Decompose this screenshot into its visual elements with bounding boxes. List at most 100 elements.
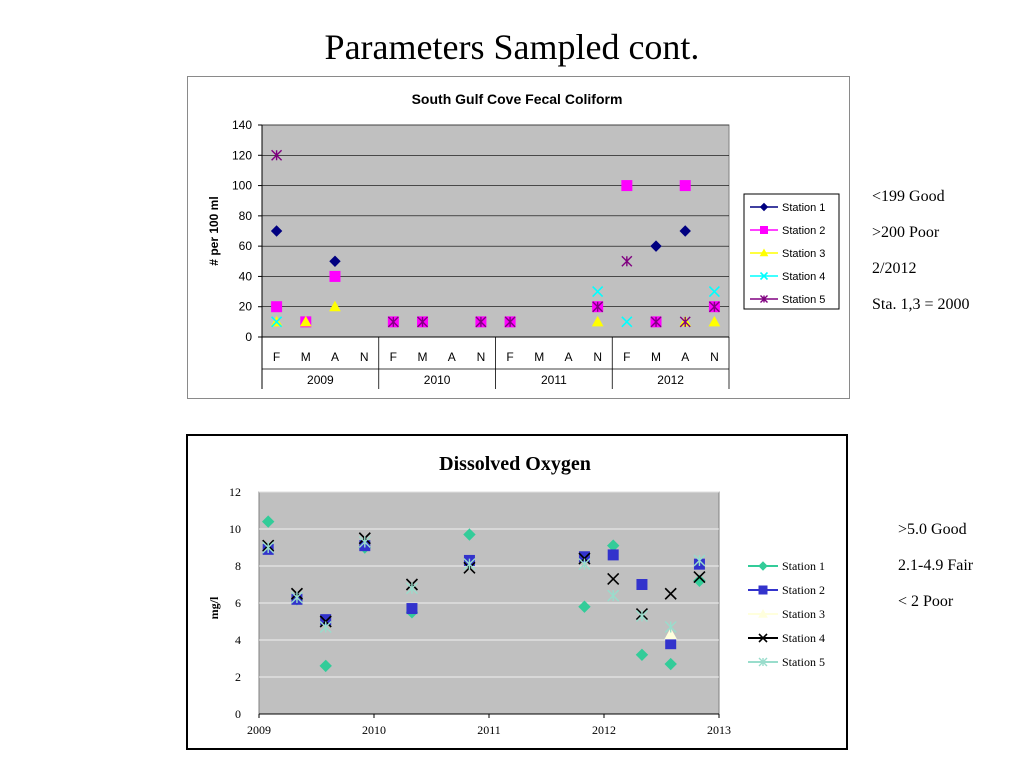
data-point (635, 609, 648, 622)
data-point (405, 582, 418, 595)
x-tick-label: N (360, 350, 369, 364)
year-label: 2011 (541, 373, 567, 387)
x-tick-label: M (418, 350, 428, 364)
legend-marker (758, 608, 768, 618)
x-tick-label: A (564, 350, 572, 364)
legend-label: Station 3 (782, 607, 825, 621)
fecal-coliform-notes: <199 Good >200 Poor 2/2012 Sta. 1,3 = 20… (872, 188, 982, 332)
y-axis-label: # per 100 ml (207, 196, 221, 265)
y-tick-label: 8 (235, 559, 241, 573)
legend-label: Station 2 (782, 225, 825, 237)
y-tick-label: 0 (245, 330, 252, 344)
data-point (406, 603, 418, 615)
legend-label: Station 2 (782, 583, 825, 597)
x-tick-label: F (623, 350, 630, 364)
x-tick-label: A (681, 350, 689, 364)
plot-area (261, 124, 730, 338)
data-point (621, 316, 633, 328)
year-label: 2010 (424, 373, 451, 387)
data-point (261, 515, 275, 528)
y-tick-label: 4 (235, 633, 241, 647)
x-tick-label: F (390, 350, 397, 364)
fecal-coliform-chart: South Gulf Cove Fecal Coliform 0 20 40 60 80 1… (187, 76, 850, 399)
x-tick-label: 2012 (592, 723, 616, 737)
data-point (679, 180, 691, 192)
y-axis-label: mg/l (207, 596, 221, 619)
x-tick-label: F (506, 350, 513, 364)
x-tick-label: 2011 (477, 723, 501, 737)
data-point (299, 315, 312, 327)
data-point (463, 558, 476, 571)
legend-marker (760, 226, 768, 234)
dissolved-oxygen-chart: Dissolved Oxygen 0 2 4 6 8 10 12 2009 2010 2011 201… (186, 434, 848, 750)
data-point (387, 316, 399, 328)
legend-label: Station 5 (782, 294, 825, 306)
legend-marker (760, 295, 768, 303)
data-point (463, 528, 476, 541)
data-point (607, 549, 619, 561)
x-tick-label: 2010 (362, 723, 386, 737)
x-tick-label: N (710, 350, 719, 364)
y-tick-label: 100 (232, 179, 252, 193)
slide-title: Parameters Sampled cont. (324, 27, 700, 67)
data-point (650, 240, 662, 252)
do-note-fair: 2.1-4.9 Fair (898, 557, 974, 574)
legend-label: Station 1 (782, 202, 825, 214)
legend-marker (758, 585, 768, 595)
data-point (650, 316, 662, 328)
data-point (693, 571, 706, 584)
x-tick-label: M (301, 350, 311, 364)
data-point (679, 225, 691, 237)
data-point (329, 270, 341, 282)
data-point (708, 315, 721, 327)
data-point (708, 301, 720, 313)
y-tick-label: 80 (239, 209, 253, 223)
legend-marker (759, 248, 769, 257)
data-point (636, 579, 648, 590)
data-point (319, 659, 332, 673)
data-point (665, 638, 677, 650)
data-point (329, 255, 341, 267)
fecal-note-poor: >200 Poor (872, 224, 940, 241)
data-point (607, 589, 620, 602)
data-point (319, 615, 332, 628)
dissolved-oxygen-notes: >5.0 Good 2.1-4.9 Fair < 2 Poor (898, 521, 1018, 629)
data-point (578, 600, 591, 613)
y-tick-label: 6 (235, 596, 241, 610)
data-point (679, 316, 691, 328)
legend-marker (758, 657, 768, 667)
data-point (417, 316, 429, 328)
x-tick-label: 2009 (247, 723, 271, 737)
y-tick-label: 120 (232, 148, 252, 162)
legend-label: Station 1 (782, 559, 825, 573)
chart-title: South Gulf Cove Fecal Coliform (412, 91, 623, 107)
data-point (271, 316, 283, 328)
data-point (271, 149, 283, 161)
do-note-poor: < 2 Poor (898, 593, 954, 610)
legend-marker (759, 202, 769, 212)
data-point (578, 558, 591, 571)
data-point (592, 286, 604, 298)
x-tick-label: A (448, 350, 456, 364)
y-tick-label: 40 (239, 269, 253, 283)
do-note-good: >5.0 Good (898, 521, 967, 538)
legend-label: Station 3 (782, 248, 825, 260)
data-point (290, 591, 303, 604)
data-point (592, 301, 604, 313)
data-point (271, 301, 283, 313)
data-point (693, 554, 706, 567)
x-tick-label: M (651, 350, 661, 364)
data-point (319, 621, 332, 634)
chart-title: Dissolved Oxygen (439, 453, 591, 475)
y-tick-label: 60 (239, 239, 253, 253)
data-point (664, 587, 677, 600)
fecal-coliform-svg: South Gulf Cove Fecal Coliform 0 20 40 60 80 1… (207, 91, 840, 389)
data-point (664, 621, 677, 634)
data-point (475, 316, 487, 328)
x-tick-label: N (593, 350, 602, 364)
data-point (708, 286, 720, 298)
legend-box (743, 193, 840, 310)
x-tick-label: 2013 (707, 723, 731, 737)
x-tick-label: F (273, 350, 280, 364)
x-tick-label: N (477, 350, 486, 364)
